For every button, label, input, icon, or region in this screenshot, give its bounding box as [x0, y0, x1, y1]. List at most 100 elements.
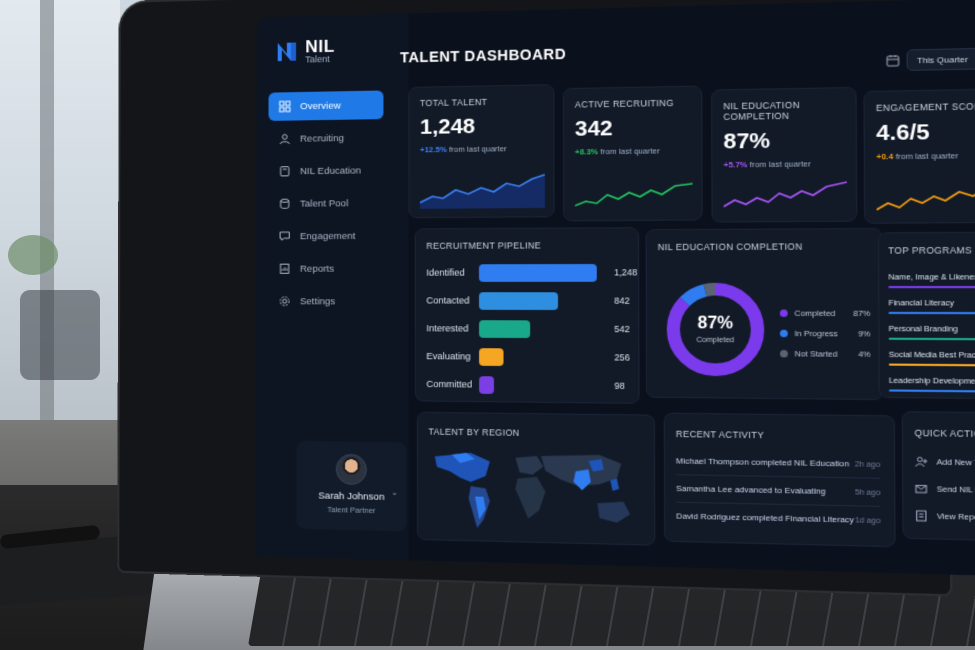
card-title: TOP PROGRAMS	[888, 244, 973, 256]
nil-logo-icon	[277, 42, 297, 62]
grid-icon	[279, 100, 291, 112]
activity-time: 2h ago	[854, 458, 881, 470]
users-icon	[279, 133, 291, 145]
activity-item[interactable]: David Rodriguez completed Financial Lite…	[676, 511, 880, 525]
program-item[interactable]: Financial Literacy88%	[888, 297, 975, 315]
kpi-card-active-recruiting[interactable]: ACTIVE RECRUITING 342 +8.3% from last qu…	[562, 85, 703, 222]
quick-action-send-invite[interactable]: Send NIL Education Invite ›	[915, 483, 975, 497]
quick-actions-card: QUICK ACTIONS Add New Talent › Send NIL …	[901, 411, 975, 543]
program-item[interactable]: Leadership Development75%	[888, 375, 975, 393]
kpi-delta-text: from last quarter	[749, 159, 811, 170]
logo: NIL Talent	[275, 37, 335, 66]
quick-action-label: View Reports	[936, 511, 975, 523]
kpi-change: +12.5% from last quarter	[420, 143, 543, 155]
program-name: Leadership Development	[888, 375, 975, 386]
brand-subtitle: Talent	[305, 53, 330, 65]
program-name: Personal Branding	[888, 323, 958, 334]
kpi-label: ENGAGEMENT SCORE	[875, 100, 975, 114]
period-select[interactable]: This Quarter ⌄	[906, 47, 975, 71]
sidebar-item-label: Settings	[299, 295, 336, 307]
program-progress-fill	[888, 286, 975, 289]
kpi-change: +8.3% from last quarter	[574, 146, 690, 157]
program-item[interactable]: Name, Image & Likeness92%	[888, 271, 975, 289]
database-icon	[279, 198, 291, 210]
sidebar-item-label: Reports	[299, 263, 335, 275]
legend-label: Completed	[794, 308, 836, 319]
sidebar-item-recruiting[interactable]: Recruiting	[268, 123, 383, 153]
pipeline-stage-label: Committed	[426, 378, 473, 390]
pipeline-bar	[479, 376, 494, 394]
sparkline	[876, 181, 975, 214]
recruitment-pipeline-card: RECRUITMENT PIPELINE Identified 1,248 Cont…	[414, 227, 640, 404]
pipeline-stage[interactable]: Committed 98	[426, 376, 640, 396]
recent-activity-card: RECENT ACTIVITY Michael Thompson complet…	[663, 412, 896, 548]
chevron-down-icon: ⌄	[391, 487, 399, 498]
kpi-card-nil-education[interactable]: NIL EDUCATION COMPLETION 87% +5.7% from …	[711, 86, 858, 223]
sidebar-item-settings[interactable]: Settings	[268, 287, 383, 316]
activity-text: Samantha Lee advanced to Evaluating	[676, 483, 826, 497]
kpi-delta: +0.4	[876, 151, 894, 162]
program-name: Financial Literacy	[888, 297, 954, 308]
sidebar-item-talent-pool[interactable]: Talent Pool	[268, 189, 383, 218]
pipeline-bar	[479, 292, 559, 311]
kpi-label: TOTAL TALENT	[419, 96, 488, 109]
program-progress-fill	[888, 337, 975, 341]
legend-value: 9%	[858, 328, 871, 339]
quick-action-view-reports[interactable]: View Reports ›	[915, 510, 975, 525]
profile-role: Talent Partner	[327, 504, 376, 516]
sidebar-item-label: Talent Pool	[300, 197, 349, 210]
kpi-label: NIL EDUCATION COMPLETION	[723, 99, 800, 123]
program-progress-track	[888, 389, 975, 393]
reports-icon	[915, 510, 928, 522]
divider	[676, 501, 881, 507]
kpi-delta-text: from last quarter	[449, 143, 507, 155]
add-user-icon	[915, 456, 928, 468]
legend-swatch	[779, 329, 788, 338]
program-item[interactable]: Personal Branding85%	[889, 324, 975, 341]
kpi-delta: +8.3%	[574, 146, 599, 157]
chat-icon	[279, 230, 291, 242]
top-programs-card: TOP PROGRAMS Name, Image & Likeness92% Fi…	[877, 231, 975, 400]
sidebar-item-label: Recruiting	[300, 132, 344, 145]
office-chair	[20, 290, 100, 380]
pipeline-stage[interactable]: Interested 542	[426, 320, 640, 339]
activity-item[interactable]: Michael Thompson completed NIL Education…	[676, 456, 880, 469]
pipeline-stage-label: Contacted	[426, 295, 470, 306]
world-map	[434, 452, 631, 529]
pipeline-stage[interactable]: Evaluating 256	[426, 348, 640, 367]
card-title: NIL EDUCATION COMPLETION	[657, 241, 803, 253]
legend-label: Not Started	[794, 348, 838, 359]
sidebar-item-engagement[interactable]: Engagement	[268, 221, 383, 250]
pipeline-bar	[479, 348, 504, 366]
quick-action-label: Send NIL Education Invite	[936, 484, 975, 496]
pipeline-stage-label: Identified	[426, 267, 465, 278]
reports-icon	[279, 263, 291, 275]
avatar	[335, 453, 367, 486]
pipeline-stage-label: Interested	[426, 323, 469, 334]
program-name: Name, Image & Likeness	[888, 271, 975, 282]
calendar-icon[interactable]	[886, 54, 900, 67]
profile-name: Sarah Johnson	[318, 490, 385, 503]
program-item[interactable]: Social Media Best Practices80%	[889, 350, 975, 367]
plant	[8, 235, 58, 275]
legend-swatch	[779, 309, 788, 317]
kpi-card-engagement-score[interactable]: ENGAGEMENT SCORE 4.6/5 +0.4 from last qu…	[863, 88, 975, 224]
sidebar-item-overview[interactable]: Overview	[268, 90, 384, 121]
user-profile-card[interactable]: Sarah Johnson Talent Partner ⌄	[296, 440, 407, 532]
pipeline-stage[interactable]: Identified 1,248	[426, 264, 640, 282]
pipeline-stage-label: Evaluating	[426, 350, 471, 362]
card-title: QUICK ACTIONS	[914, 427, 975, 440]
sidebar-item-nil-education[interactable]: NIL Education	[268, 156, 383, 186]
book-icon	[279, 165, 291, 177]
activity-item[interactable]: Samantha Lee advanced to Evaluating 5h ag…	[676, 484, 880, 498]
legend-item: Completed 87%	[779, 308, 870, 319]
dashboard-screen: NIL Talent Overview Recruiting NIL Educa…	[255, 0, 975, 578]
sidebar-item-reports[interactable]: Reports	[268, 254, 383, 283]
quick-action-add-talent[interactable]: Add New Talent ›	[915, 456, 975, 470]
kpi-card-total-talent[interactable]: TOTAL TALENT 1,248 +12.5% from last quar…	[408, 84, 555, 219]
activity-time: 1d ago	[855, 515, 881, 526]
pipeline-stage[interactable]: Contacted 842	[426, 292, 640, 311]
pipeline-stage-value: 98	[614, 380, 625, 392]
program-progress-track	[888, 286, 975, 289]
kpi-delta: +5.7%	[723, 159, 748, 170]
